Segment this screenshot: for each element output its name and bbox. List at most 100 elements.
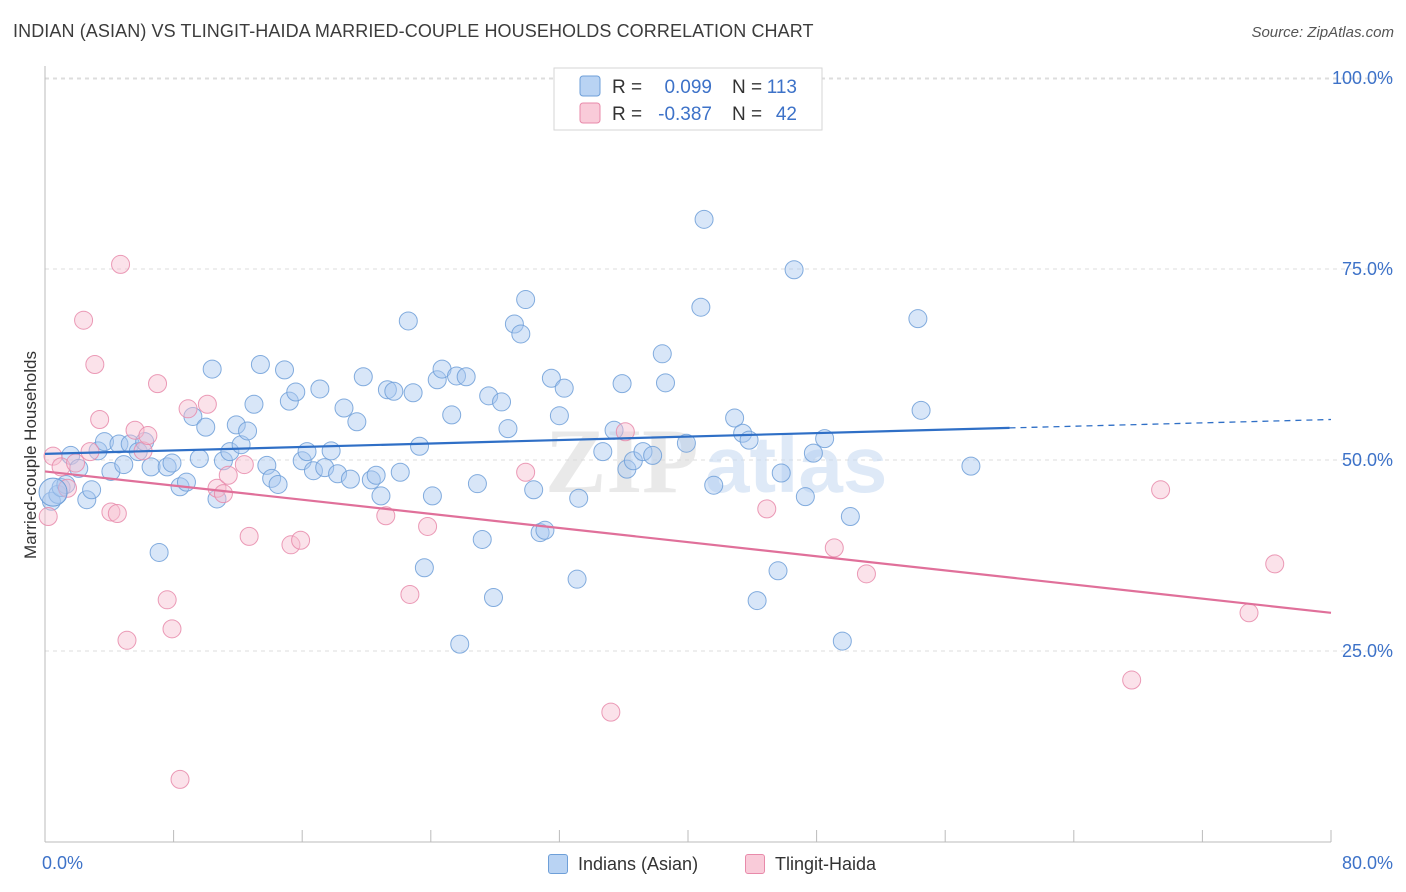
pink-data-point xyxy=(856,564,876,584)
stats-r-value-pink: -0.387 xyxy=(658,104,712,125)
pink-data-point xyxy=(178,399,198,419)
blue-data-point xyxy=(840,507,860,527)
chart-title: INDIAN (ASIAN) VS TLINGIT-HAIDA MARRIED-… xyxy=(13,21,814,41)
pink-data-point xyxy=(213,484,233,504)
blue-data-point xyxy=(334,398,354,418)
blue-data-point xyxy=(483,588,503,608)
blue-data-point xyxy=(377,380,397,400)
blue-data-point xyxy=(472,529,492,549)
pink-data-point xyxy=(157,590,177,610)
blue-data-point xyxy=(410,436,430,456)
pink-data-point xyxy=(74,310,94,330)
blue-data-point xyxy=(652,344,672,364)
blue-data-point xyxy=(422,486,442,506)
blue-data-point xyxy=(88,441,108,461)
pink-data-point xyxy=(1265,554,1285,574)
pink-data-point xyxy=(1151,480,1171,500)
blue-data-point xyxy=(398,311,418,331)
stats-n-label-pink: N = xyxy=(732,104,762,125)
blue-data-point xyxy=(784,260,804,280)
blue-data-point xyxy=(196,417,216,437)
y-tick-label: 75.0% xyxy=(1342,259,1393,279)
stats-r-label-blue: R = xyxy=(612,77,642,98)
blue-trend-extension xyxy=(1009,418,1332,429)
blue-data-point xyxy=(541,368,561,388)
blue-data-point xyxy=(691,297,711,317)
blue-data-point xyxy=(911,400,931,420)
blue-data-point xyxy=(238,421,258,441)
blue-data-point xyxy=(257,455,277,475)
pink-data-point xyxy=(824,538,844,558)
blue-data-point xyxy=(38,477,68,507)
blue-data-point xyxy=(803,443,823,463)
blue-data-point xyxy=(427,370,447,390)
blue-data-point xyxy=(768,561,788,581)
blue-data-point xyxy=(450,634,470,654)
blue-data-point xyxy=(655,373,675,393)
stats-r-value-blue: 0.099 xyxy=(664,77,712,98)
blue-data-point xyxy=(279,391,299,411)
blue-data-point xyxy=(676,433,696,453)
pink-data-point xyxy=(400,584,420,604)
pink-data-point xyxy=(291,530,311,550)
pink-data-point xyxy=(101,502,121,522)
blue-data-point xyxy=(643,445,663,465)
pink-data-point xyxy=(418,516,438,536)
pink-data-point xyxy=(66,453,86,473)
blue-data-point xyxy=(226,415,246,435)
blue-data-point xyxy=(114,455,134,475)
pink-data-point xyxy=(43,446,63,466)
blue-data-point xyxy=(162,453,182,473)
pink-data-point xyxy=(162,619,182,639)
y-tick-label: 25.0% xyxy=(1342,641,1393,661)
blue-data-point xyxy=(220,442,240,462)
blue-data-point xyxy=(189,448,209,468)
blue-data-point xyxy=(275,360,295,380)
blue-data-point xyxy=(414,558,434,578)
blue-data-point xyxy=(795,487,815,507)
stats-r-label-pink: R = xyxy=(612,104,642,125)
blue-data-point xyxy=(569,488,589,508)
blue-data-point xyxy=(593,442,613,462)
blue-data-point xyxy=(286,382,306,402)
blue-data-point xyxy=(511,324,531,344)
blue-data-point xyxy=(297,442,317,462)
pink-data-point xyxy=(615,422,635,442)
pink-data-point xyxy=(51,457,71,477)
blue-data-point xyxy=(961,456,981,476)
blue-trend-line xyxy=(44,426,1010,455)
pink-data-point xyxy=(207,478,227,498)
stats-n-value-blue: 113 xyxy=(767,77,797,98)
stats-legend: R = 0.099 N = 113 R = -0.387 N = 42 xyxy=(553,67,823,131)
pink-trend-line xyxy=(44,470,1332,614)
pink-data-point xyxy=(117,630,137,650)
x-tick-label: 80.0% xyxy=(1342,853,1393,873)
pink-data-point xyxy=(234,455,254,475)
pink-data-point xyxy=(107,503,127,523)
blue-data-point xyxy=(516,290,536,310)
blue-data-point xyxy=(633,442,653,462)
blue-data-point xyxy=(492,392,512,412)
blue-data-point xyxy=(554,378,574,398)
blue-data-point xyxy=(77,490,97,510)
pink-data-point xyxy=(125,420,145,440)
blue-data-point xyxy=(832,631,852,651)
pink-data-point xyxy=(516,462,536,482)
blue-data-point xyxy=(442,405,462,425)
stats-legend-swatch-blue xyxy=(579,75,601,97)
blue-data-point xyxy=(328,464,348,484)
blue-data-point xyxy=(504,314,524,334)
points-layer xyxy=(38,209,1285,789)
pink-data-point xyxy=(281,535,301,555)
blue-data-point xyxy=(244,394,264,414)
tick-labels: 25.0% 50.0% 75.0% 100.0% 0.0% 80.0% xyxy=(42,68,1393,873)
stats-n-label-blue: N = xyxy=(732,77,762,98)
blue-data-point xyxy=(567,569,587,589)
stats-n-value-pink: 42 xyxy=(776,104,797,125)
blue-data-point xyxy=(704,475,724,495)
blue-data-point xyxy=(353,367,373,387)
pink-data-point xyxy=(170,769,190,789)
legend-label-tlingit-haida: Tlingit-Haida xyxy=(775,853,877,874)
y-axis-title: Married-couple Households xyxy=(21,351,40,559)
legend-item-tlingit-haida: Tlingit-Haida xyxy=(745,851,876,877)
